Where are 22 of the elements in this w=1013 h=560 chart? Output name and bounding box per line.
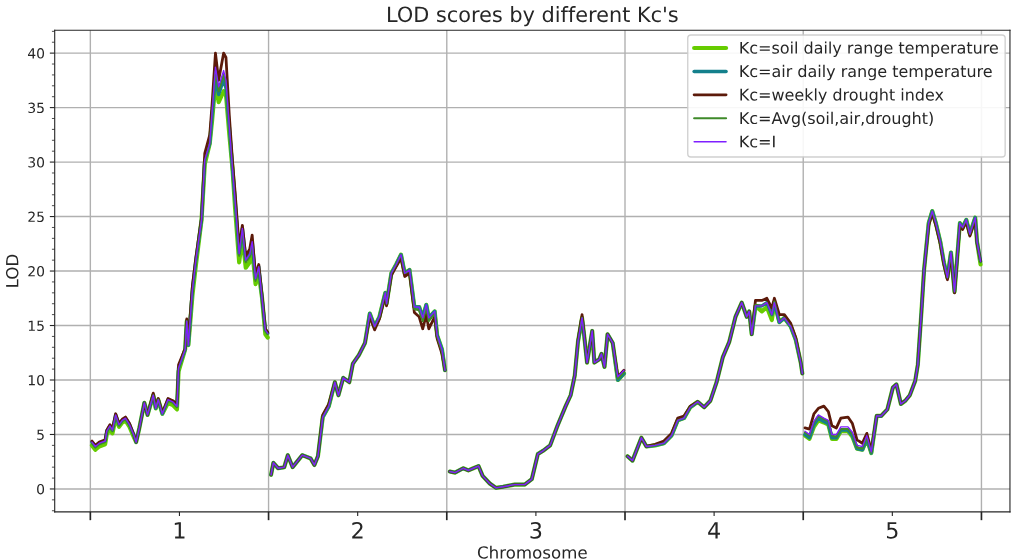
x-tick-label: 3 — [530, 521, 542, 539]
legend-label: Kc=I — [740, 135, 775, 148]
legend-label: Kc=Avg(soil,air,drought) — [740, 111, 933, 128]
x-tick-label: 1 — [174, 522, 185, 539]
y-tick-label: 20 — [28, 266, 45, 277]
y-tick-label: 15 — [28, 320, 44, 331]
y-tick-label: 10 — [28, 374, 45, 386]
x-axis-title: Chromosome — [477, 545, 587, 559]
legend-label: Kc=weekly drought index — [740, 88, 944, 104]
x-tick-label: 5 — [886, 522, 898, 539]
chart-title: LOD scores by different Kc's — [388, 6, 678, 27]
y-tick-label: 0 — [37, 483, 45, 495]
y-tick-label: 35 — [28, 102, 44, 114]
y-axis-title: LOD — [5, 254, 19, 287]
y-tick-label: 25 — [28, 211, 44, 223]
y-tick-label: 5 — [37, 429, 44, 440]
y-tick-label: 40 — [27, 48, 45, 59]
x-tick-label: 2 — [352, 521, 363, 539]
x-tick-label: 4 — [708, 522, 720, 539]
y-tick-label: 30 — [28, 157, 45, 168]
legend-label: Kc=air daily range temperature — [740, 64, 992, 81]
legend-label: Kc=soil daily range temperature — [740, 41, 998, 57]
